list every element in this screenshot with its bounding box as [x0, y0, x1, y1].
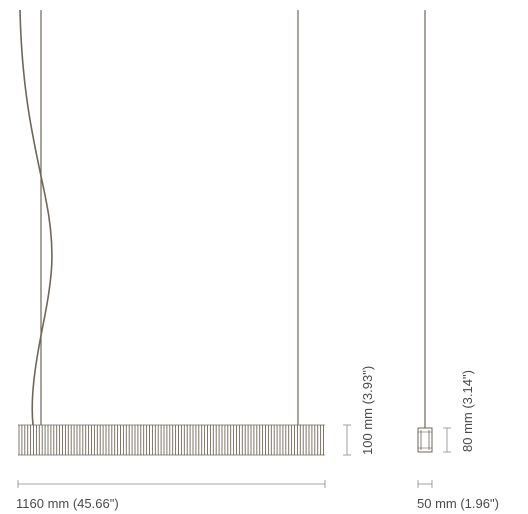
front-height-label: 100 mm (3.93") [360, 366, 375, 455]
lamp-body-side [417, 427, 433, 453]
lamp-fins [18, 425, 324, 455]
width-label: 1160 mm (45.66") [16, 496, 119, 511]
power-cable [19, 9, 53, 426]
lamp-body-front [18, 424, 325, 456]
side-height-dimension-line [443, 427, 451, 453]
side-view: 80 mm (3.14") 50 mm (1.96") [417, 10, 499, 511]
depth-label: 50 mm (1.96") [417, 496, 499, 511]
width-dimension-line [17, 480, 326, 488]
depth-dimension-line [417, 480, 433, 488]
side-height-label: 80 mm (3.14") [460, 370, 475, 452]
front-view: 1160 mm (45.66") 100 mm (3.93") [16, 9, 375, 511]
front-height-dimension-line [343, 424, 351, 456]
